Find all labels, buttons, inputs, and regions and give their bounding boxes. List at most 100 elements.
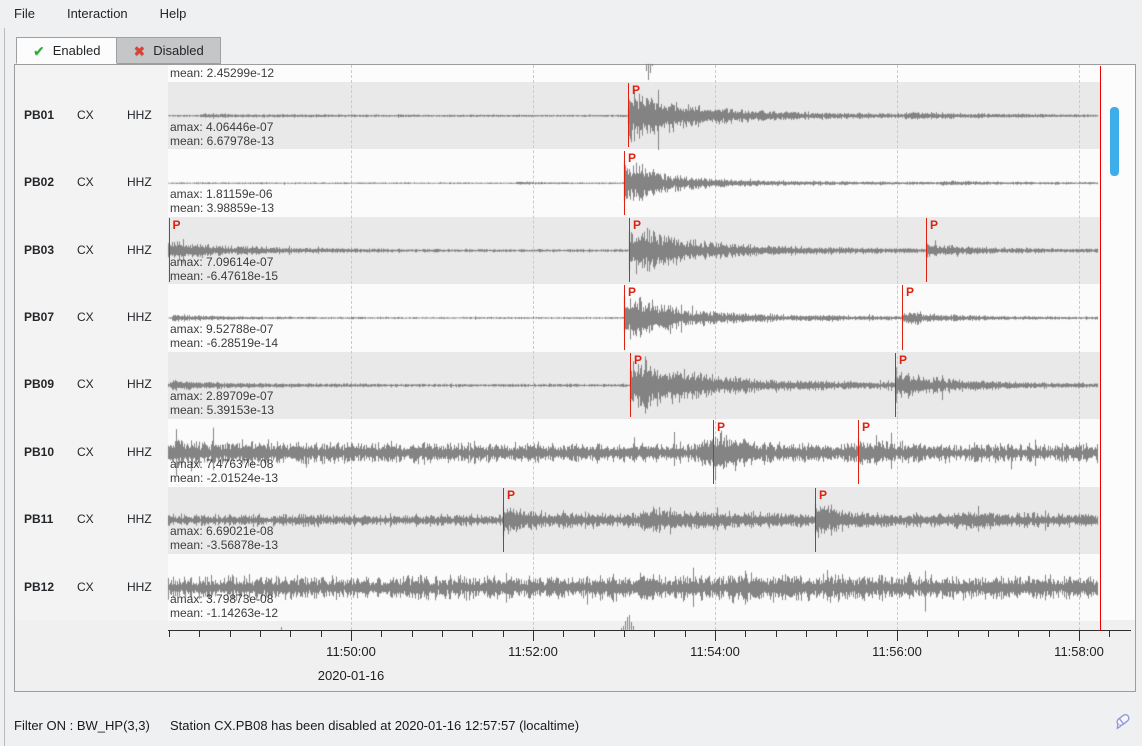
minor-tick bbox=[1018, 631, 1020, 637]
phase-marker-line[interactable] bbox=[902, 285, 903, 350]
partial-mean-value: mean: 2.45299e-12 bbox=[170, 66, 275, 80]
station-label[interactable]: PB03 bbox=[24, 242, 55, 257]
phase-marker-line[interactable] bbox=[168, 217, 170, 283]
phase-marker-line[interactable] bbox=[629, 217, 630, 283]
phase-marker-label: P bbox=[899, 352, 908, 367]
network-label: CX bbox=[77, 579, 94, 594]
minor-tick bbox=[199, 631, 201, 637]
network-label: CX bbox=[77, 512, 94, 527]
minor-tick bbox=[441, 631, 443, 637]
phase-marker-line[interactable] bbox=[926, 217, 927, 283]
vertical-scrollbar-handle[interactable] bbox=[1110, 107, 1119, 176]
channel-label: HHZ bbox=[127, 107, 152, 122]
time-tick-label: 11:52:00 bbox=[508, 644, 558, 659]
network-label: CX bbox=[77, 175, 94, 190]
minor-tick bbox=[836, 631, 838, 637]
network-label: CX bbox=[77, 444, 94, 459]
current-time-cursor bbox=[1100, 66, 1101, 631]
amax-value: amax: 9.52788e-07 bbox=[170, 322, 274, 336]
minor-tick bbox=[259, 631, 261, 637]
minor-tick bbox=[229, 631, 231, 637]
mean-value: mean: 5.39153e-13 bbox=[170, 403, 275, 418]
phase-marker-label: P bbox=[819, 487, 828, 502]
minor-tick bbox=[1048, 631, 1050, 637]
channel-label: HHZ bbox=[127, 242, 152, 257]
phase-marker-line[interactable] bbox=[628, 83, 629, 148]
network-label: CX bbox=[77, 107, 94, 122]
minor-tick bbox=[775, 631, 777, 637]
phase-marker-label: P bbox=[634, 352, 643, 367]
time-tick-label: 11:50:00 bbox=[326, 644, 376, 659]
minor-tick bbox=[987, 631, 989, 637]
time-axis-line bbox=[168, 630, 1131, 631]
minor-tick bbox=[957, 631, 959, 637]
phase-marker-label: P bbox=[717, 420, 726, 435]
minor-tick bbox=[411, 631, 413, 637]
amax-value: amax: 2.89709e-07 bbox=[170, 389, 274, 404]
minor-tick bbox=[927, 631, 929, 637]
channel-label: HHZ bbox=[127, 175, 152, 190]
minor-tick bbox=[563, 631, 565, 637]
major-tick bbox=[350, 631, 352, 641]
station-label[interactable]: PB02 bbox=[24, 175, 55, 190]
phase-marker-line[interactable] bbox=[624, 150, 625, 215]
phase-marker-line[interactable] bbox=[815, 487, 816, 552]
channel-label: HHZ bbox=[127, 512, 152, 527]
minor-tick bbox=[684, 631, 686, 637]
station-label[interactable]: PB11 bbox=[24, 512, 54, 527]
minor-tick bbox=[320, 631, 322, 637]
phase-marker-label: P bbox=[930, 217, 939, 232]
phase-marker-line[interactable] bbox=[624, 285, 625, 350]
phase-marker-label: P bbox=[628, 150, 637, 165]
time-tick-label: 11:56:00 bbox=[872, 644, 922, 659]
amax-value: amax: 7.47637e-08 bbox=[170, 456, 274, 471]
station-label[interactable]: PB12 bbox=[24, 579, 55, 594]
major-tick bbox=[896, 631, 898, 641]
major-tick bbox=[532, 631, 534, 641]
minor-tick bbox=[1109, 631, 1111, 637]
time-tick-label: 11:54:00 bbox=[690, 644, 740, 659]
mean-value: mean: -1.14263e-12 bbox=[170, 605, 279, 620]
minor-tick bbox=[290, 631, 292, 637]
phase-marker-label: P bbox=[507, 487, 516, 502]
phase-marker-label: P bbox=[632, 83, 641, 98]
minor-tick bbox=[623, 631, 625, 637]
amax-value: amax: 7.09614e-07 bbox=[170, 254, 274, 269]
amax-value: amax: 4.06446e-07 bbox=[170, 119, 274, 134]
phase-marker-label: P bbox=[862, 420, 871, 435]
phase-marker-label: P bbox=[633, 217, 642, 232]
phase-marker-line[interactable] bbox=[895, 352, 896, 418]
minor-tick bbox=[472, 631, 474, 637]
network-label: CX bbox=[77, 310, 94, 324]
minor-tick bbox=[745, 631, 747, 637]
minor-tick bbox=[805, 631, 807, 637]
minor-tick bbox=[169, 631, 170, 637]
network-label: CX bbox=[77, 377, 94, 392]
phase-marker-line[interactable] bbox=[630, 352, 631, 418]
channel-label: HHZ bbox=[127, 579, 152, 594]
mean-value: mean: -6.28519e-14 bbox=[170, 336, 279, 350]
major-tick bbox=[1078, 631, 1080, 641]
phase-marker-line[interactable] bbox=[503, 487, 504, 552]
minor-tick bbox=[502, 631, 504, 637]
station-label[interactable]: PB07 bbox=[24, 310, 55, 324]
mean-value: mean: -2.01524e-13 bbox=[170, 470, 279, 485]
phase-marker-line[interactable] bbox=[713, 420, 714, 485]
station-label[interactable]: PB09 bbox=[24, 377, 55, 392]
minor-tick bbox=[381, 631, 383, 637]
minor-tick bbox=[654, 631, 656, 637]
amax-value: amax: 3.79873e-08 bbox=[170, 591, 274, 606]
mean-value: mean: 6.67978e-13 bbox=[170, 133, 275, 148]
major-tick bbox=[714, 631, 716, 641]
channel-label: HHZ bbox=[127, 444, 152, 459]
time-tick-label: 11:58:00 bbox=[1054, 644, 1104, 659]
station-label[interactable]: PB01 bbox=[24, 107, 55, 122]
network-label: CX bbox=[77, 242, 94, 257]
phase-marker-label: P bbox=[628, 285, 637, 300]
phase-marker-line[interactable] bbox=[858, 420, 859, 485]
station-label[interactable]: PB10 bbox=[24, 444, 55, 459]
axis-date-label: 2020-01-16 bbox=[317, 668, 385, 683]
mean-value: mean: -6.47618e-15 bbox=[170, 268, 279, 283]
